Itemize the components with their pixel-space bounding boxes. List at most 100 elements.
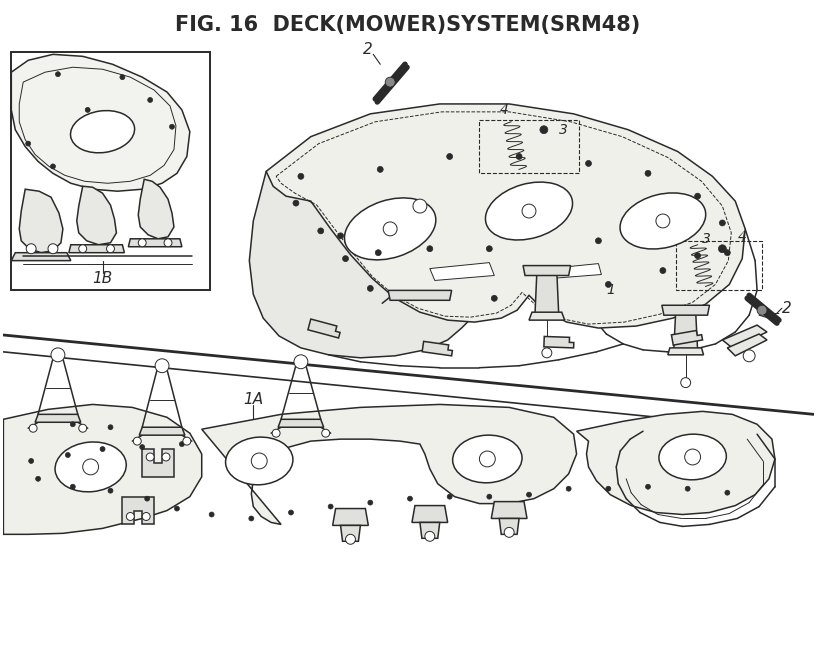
Circle shape <box>447 494 452 499</box>
Polygon shape <box>412 505 448 523</box>
Polygon shape <box>667 348 703 355</box>
Circle shape <box>526 493 532 497</box>
Ellipse shape <box>620 193 706 249</box>
Polygon shape <box>11 54 190 191</box>
Circle shape <box>78 245 87 253</box>
Polygon shape <box>123 497 154 525</box>
Circle shape <box>368 500 373 505</box>
Circle shape <box>155 359 169 372</box>
Circle shape <box>318 228 324 234</box>
Circle shape <box>120 74 125 80</box>
Circle shape <box>645 170 651 176</box>
Circle shape <box>140 445 145 450</box>
Circle shape <box>660 268 666 274</box>
Text: 3: 3 <box>702 231 711 246</box>
Polygon shape <box>499 519 519 534</box>
Text: 2: 2 <box>363 42 373 57</box>
Bar <box>11 52 210 291</box>
Circle shape <box>138 239 146 247</box>
Polygon shape <box>549 264 601 278</box>
Circle shape <box>757 305 767 315</box>
Polygon shape <box>35 414 81 422</box>
Polygon shape <box>138 179 174 239</box>
Polygon shape <box>128 239 182 247</box>
Circle shape <box>346 534 355 544</box>
Circle shape <box>408 496 413 501</box>
Circle shape <box>720 220 725 226</box>
Text: 5: 5 <box>772 311 780 325</box>
Circle shape <box>694 193 700 199</box>
Circle shape <box>100 447 105 452</box>
Polygon shape <box>142 449 174 477</box>
Circle shape <box>169 124 175 130</box>
Polygon shape <box>544 336 574 348</box>
Circle shape <box>164 239 172 247</box>
Circle shape <box>342 256 349 262</box>
Circle shape <box>298 173 304 179</box>
Polygon shape <box>308 319 340 338</box>
Polygon shape <box>139 427 185 435</box>
Circle shape <box>383 222 397 236</box>
Circle shape <box>249 516 254 521</box>
Circle shape <box>605 281 611 287</box>
Polygon shape <box>249 171 470 358</box>
Ellipse shape <box>485 182 573 240</box>
Ellipse shape <box>659 434 726 480</box>
Ellipse shape <box>55 442 127 492</box>
Circle shape <box>606 486 611 491</box>
Circle shape <box>426 246 433 252</box>
Polygon shape <box>278 419 324 427</box>
Circle shape <box>26 244 36 254</box>
Circle shape <box>294 355 308 369</box>
Circle shape <box>718 245 726 253</box>
Circle shape <box>183 437 191 445</box>
Circle shape <box>743 350 755 362</box>
Circle shape <box>36 476 41 481</box>
Circle shape <box>31 425 36 429</box>
Text: 1: 1 <box>606 283 615 297</box>
Circle shape <box>133 437 141 445</box>
Polygon shape <box>529 312 565 320</box>
Circle shape <box>540 125 548 134</box>
Circle shape <box>252 453 267 469</box>
Circle shape <box>694 253 700 258</box>
Circle shape <box>656 214 670 228</box>
Polygon shape <box>341 525 360 541</box>
Circle shape <box>127 513 134 521</box>
Circle shape <box>145 496 150 501</box>
Circle shape <box>725 491 730 495</box>
Circle shape <box>29 424 37 432</box>
Circle shape <box>413 199 426 213</box>
Circle shape <box>175 506 180 511</box>
Text: 4: 4 <box>737 230 746 244</box>
Ellipse shape <box>225 437 293 485</box>
Circle shape <box>85 107 90 112</box>
Circle shape <box>725 250 730 256</box>
Circle shape <box>586 160 592 166</box>
Circle shape <box>681 378 690 388</box>
Polygon shape <box>523 266 570 276</box>
Circle shape <box>51 348 65 362</box>
Polygon shape <box>420 523 440 538</box>
Circle shape <box>377 166 383 172</box>
Circle shape <box>368 285 373 291</box>
Circle shape <box>209 512 214 517</box>
Polygon shape <box>672 331 703 345</box>
Circle shape <box>70 422 75 427</box>
Text: FIG. 16  DECK(MOWER)SYSTEM(SRM48): FIG. 16 DECK(MOWER)SYSTEM(SRM48) <box>176 15 641 35</box>
Circle shape <box>272 429 280 437</box>
Circle shape <box>142 513 150 521</box>
Circle shape <box>56 72 60 76</box>
Circle shape <box>180 442 185 447</box>
Circle shape <box>645 484 650 489</box>
Circle shape <box>328 504 333 509</box>
Circle shape <box>48 244 58 254</box>
Text: 2: 2 <box>782 301 792 316</box>
Polygon shape <box>3 405 202 534</box>
Circle shape <box>106 245 114 253</box>
Text: 1A: 1A <box>243 392 263 407</box>
Circle shape <box>480 451 495 467</box>
Circle shape <box>78 424 87 432</box>
Text: 3: 3 <box>559 123 568 137</box>
Circle shape <box>516 154 522 160</box>
